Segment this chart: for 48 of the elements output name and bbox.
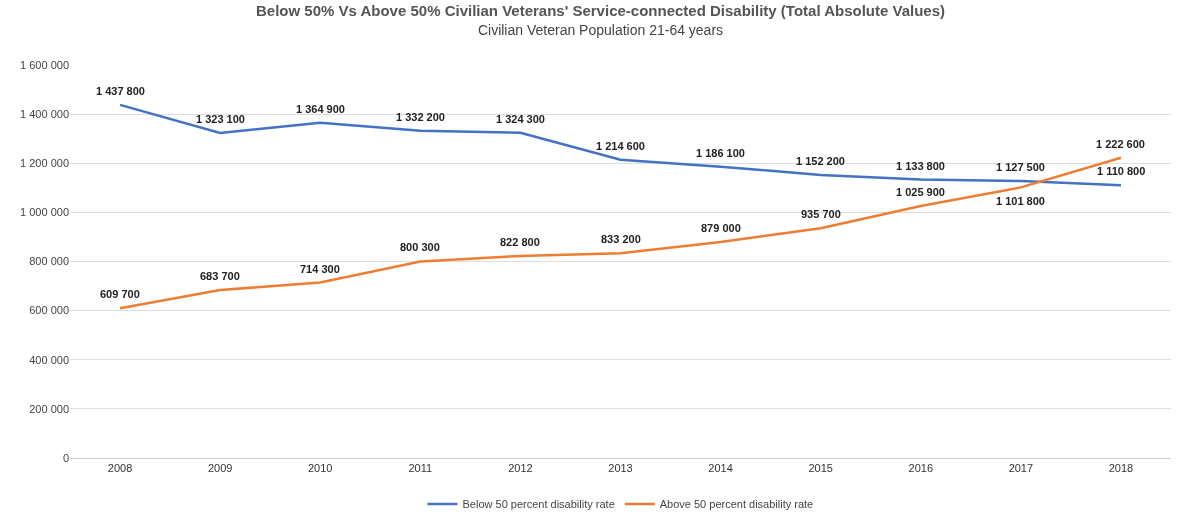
data-label: 609 700 [100, 288, 140, 300]
data-label: 1 364 900 [296, 103, 345, 115]
x-tick-label: 2010 [307, 462, 333, 475]
y-tick-label: 1 200 000 [20, 157, 69, 170]
y-tick-label: 400 000 [29, 353, 69, 366]
data-label: 714 300 [300, 263, 340, 275]
data-label: 833 200 [601, 233, 641, 245]
data-label: 683 700 [200, 270, 240, 282]
x-tick-label: 2011 [408, 462, 433, 475]
x-tick-label: 2017 [1008, 462, 1034, 475]
data-label: 935 700 [801, 208, 841, 220]
data-label: 1 437 800 [96, 85, 145, 97]
data-label: 1 025 900 [896, 186, 945, 198]
chart-title: Below 50% Vs Above 50% Civilian Veterans' Service-connected Disability (Total Absolute Values) [255, 1, 946, 19]
x-tick-label: 2013 [608, 462, 633, 475]
data-label: 1 127 500 [996, 161, 1045, 173]
legend-label: Below 50 percent disability rate [462, 498, 615, 511]
data-label: 1 332 200 [396, 111, 445, 123]
legend-label: Above 50 percent disability rate [659, 498, 814, 511]
data-label: 1 186 100 [696, 147, 745, 159]
data-label: 1 214 600 [596, 140, 645, 152]
x-tick-label: 2009 [207, 462, 233, 475]
data-label: 822 800 [500, 236, 540, 248]
y-tick-label: 1 400 000 [20, 107, 69, 120]
x-tick-label: 2012 [508, 462, 533, 475]
y-tick-label: 800 000 [29, 255, 69, 268]
data-label: 879 000 [701, 222, 741, 234]
chart-subtitle: Civilian Veteran Population 21-64 years [477, 22, 724, 39]
x-tick-label: 2016 [908, 462, 934, 475]
data-label: 1 133 800 [896, 160, 945, 172]
data-label: 1 152 200 [796, 155, 845, 167]
data-label: 1 101 800 [996, 195, 1045, 207]
x-tick-label: 2015 [808, 462, 833, 475]
y-tick-label: 1 600 000 [20, 58, 69, 71]
line-series [118, 156, 1123, 310]
y-tick-label: 1 000 000 [20, 206, 69, 219]
y-tick-label: 600 000 [29, 304, 69, 317]
data-label: 1 324 300 [496, 113, 545, 125]
data-label: 1 222 600 [1096, 138, 1145, 150]
x-tick-label: 2008 [107, 462, 133, 475]
x-tick-label: 2014 [708, 462, 733, 475]
y-tick-label: 200 000 [29, 402, 69, 415]
x-tick-label: 2018 [1108, 462, 1134, 475]
y-tick-label: 0 [62, 451, 69, 464]
data-label: 800 300 [400, 241, 440, 253]
line-series [118, 103, 1123, 187]
data-label: 1 110 800 [1097, 165, 1146, 177]
data-label: 1 323 100 [196, 113, 245, 125]
